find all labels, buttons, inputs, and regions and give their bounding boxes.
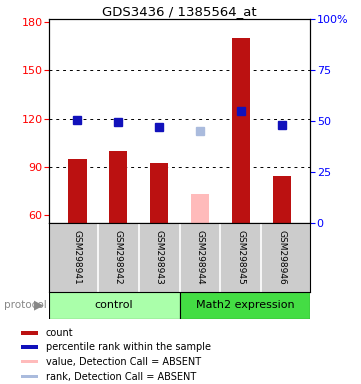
Text: ▶: ▶	[34, 299, 44, 312]
Bar	[21, 360, 38, 364]
Text: GSM298945: GSM298945	[236, 230, 245, 285]
Bar	[191, 194, 209, 223]
Text: GSM298943: GSM298943	[155, 230, 164, 285]
Bar	[179, 292, 310, 319]
Text: GSM298942: GSM298942	[114, 230, 123, 285]
Text: GSM298944: GSM298944	[196, 230, 205, 285]
Text: rank, Detection Call = ABSENT: rank, Detection Call = ABSENT	[46, 372, 196, 382]
Text: value, Detection Call = ABSENT: value, Detection Call = ABSENT	[46, 357, 201, 367]
Bar	[21, 331, 38, 334]
Bar	[232, 38, 250, 223]
Title: GDS3436 / 1385564_at: GDS3436 / 1385564_at	[102, 5, 257, 18]
Bar	[109, 151, 127, 223]
Bar	[21, 375, 38, 378]
Text: Math2 expression: Math2 expression	[196, 300, 294, 310]
Bar	[68, 159, 87, 223]
Text: percentile rank within the sample: percentile rank within the sample	[46, 342, 211, 352]
Text: count: count	[46, 328, 74, 338]
Text: GSM298946: GSM298946	[277, 230, 286, 285]
Bar	[150, 164, 168, 223]
Bar	[21, 345, 38, 349]
Text: GSM298941: GSM298941	[73, 230, 82, 285]
Bar	[273, 176, 291, 223]
Bar	[49, 292, 179, 319]
Text: protocol: protocol	[4, 300, 46, 310]
Text: control: control	[95, 300, 134, 310]
